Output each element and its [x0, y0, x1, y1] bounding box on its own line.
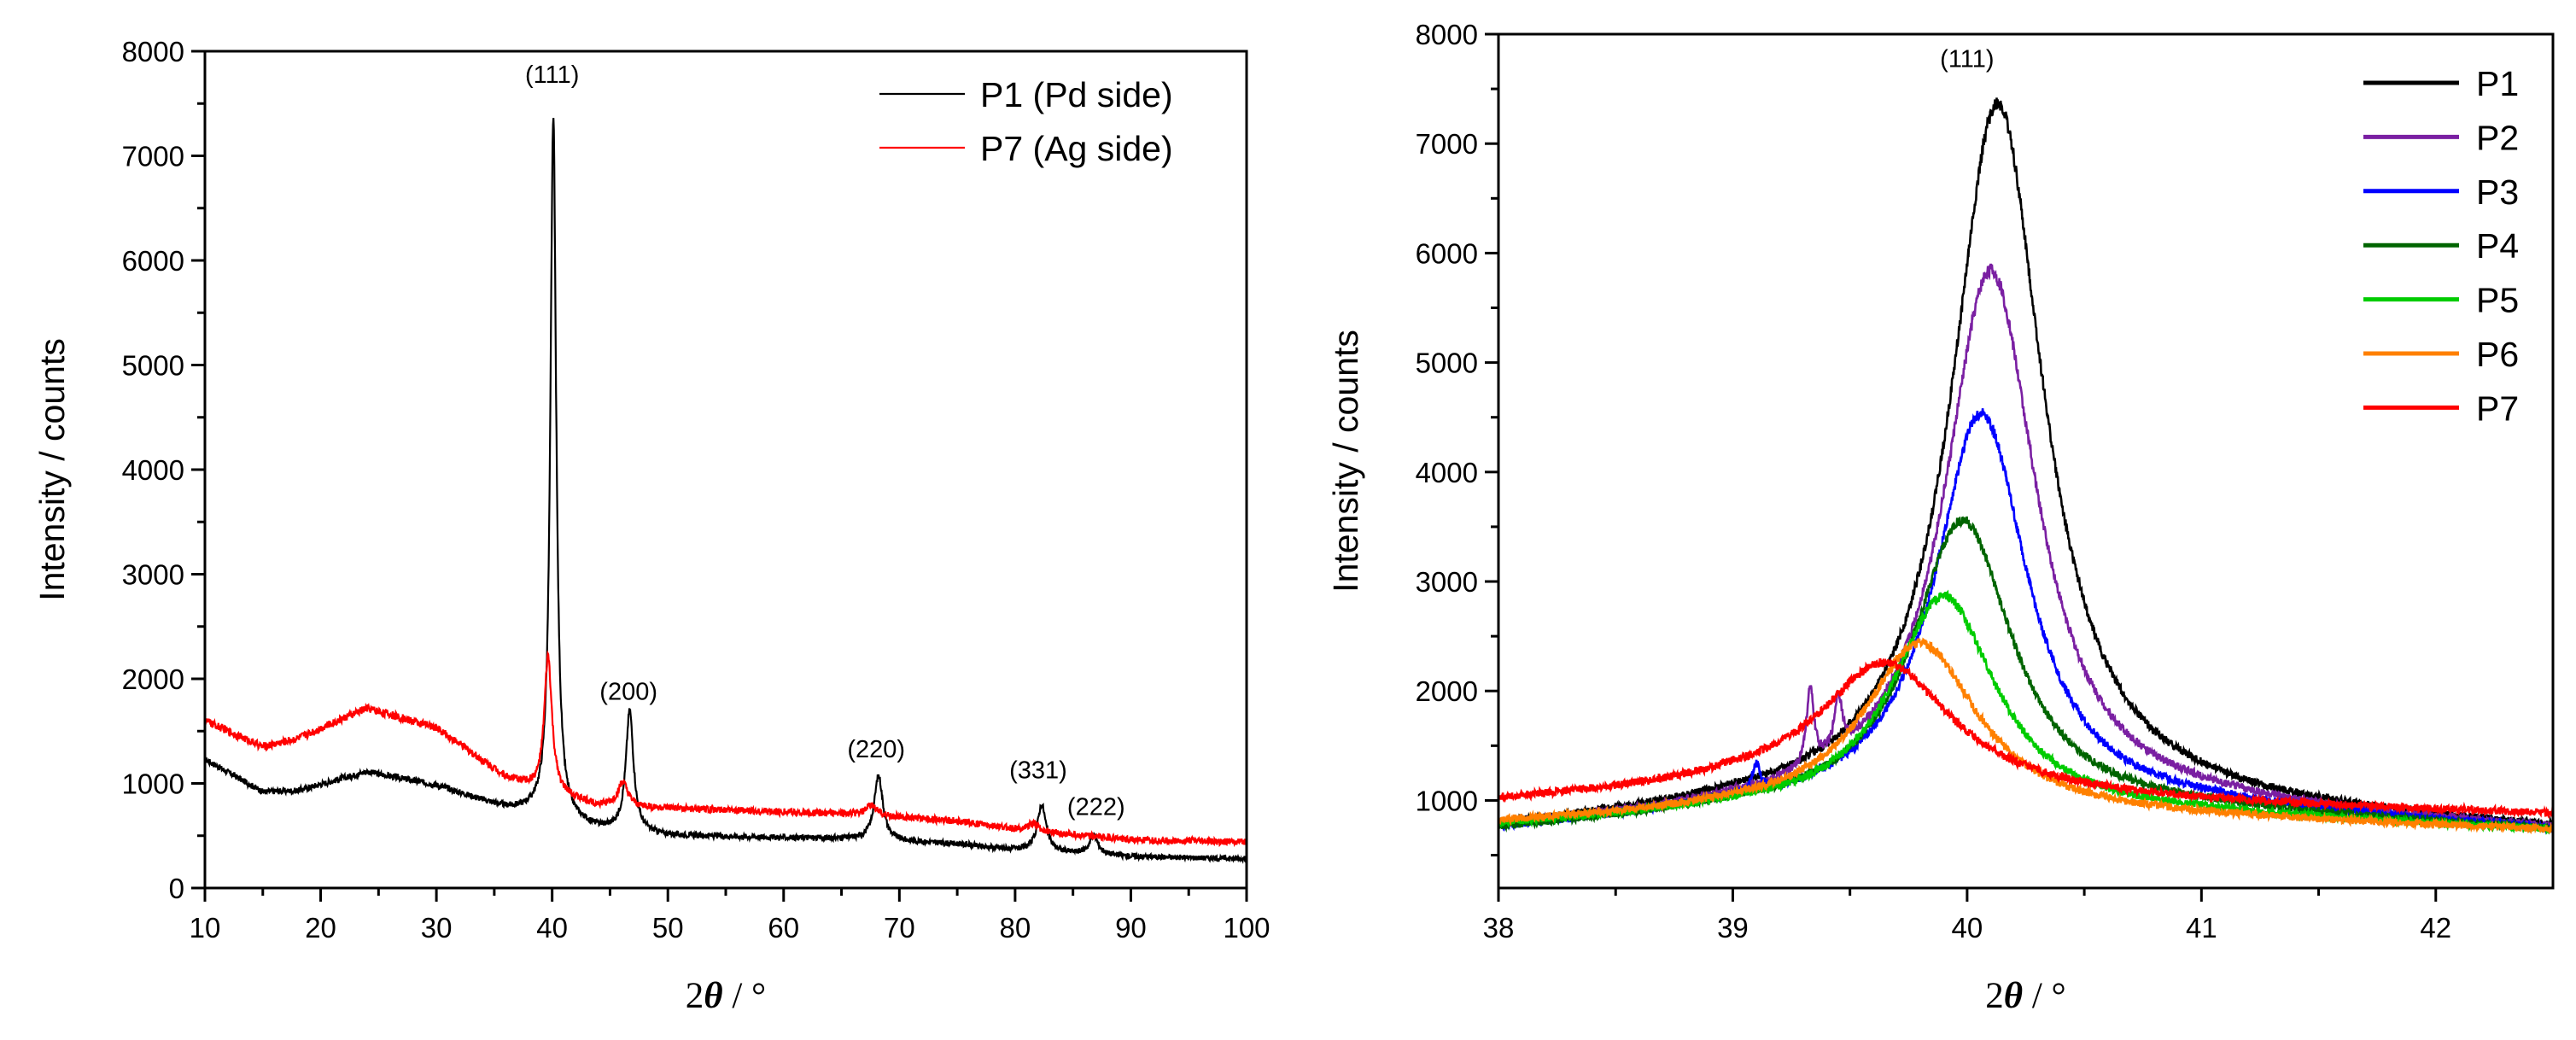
y-tick-label: 3000 — [122, 559, 184, 591]
y-tick-label: 6000 — [122, 245, 184, 277]
x-tick-label: 90 — [1115, 912, 1147, 944]
x-tick-label: 41 — [2186, 912, 2217, 944]
y-axis-title: Intensity / counts — [32, 338, 72, 601]
x-axis-title-prefix: 2 — [686, 976, 704, 1016]
y-tick-label: 8000 — [1416, 19, 1478, 50]
y-tick-label: 1000 — [1416, 785, 1478, 816]
right-xrd-panel: 38 39 40 41 42 1000 2000 3000 4000 5000 6000 7000 80… — [1326, 19, 2555, 1016]
y-tick-label: 3000 — [1416, 566, 1478, 598]
x-tick-label: 38 — [1483, 912, 1515, 944]
y-tick-label: 6000 — [1416, 237, 1478, 269]
peak-label: (111) — [1940, 45, 1994, 73]
legend-label: P7 — [2476, 389, 2519, 428]
x-axis-title-prefix: 2 — [1985, 976, 2004, 1016]
peak-label: (111) — [525, 61, 579, 89]
x-tick-label: 40 — [1952, 912, 1983, 944]
x-tick-label: 10 — [190, 912, 221, 944]
x-tick-label: 100 — [1223, 912, 1270, 944]
x-tick-label: 40 — [536, 912, 568, 944]
y-tick-label: 4000 — [122, 454, 184, 486]
peak-label: (200) — [599, 679, 657, 706]
series-line-p7 — [1498, 657, 2553, 820]
legend-label: P1 (Pd side) — [980, 75, 1173, 114]
y-tick-label: 5000 — [1416, 348, 1478, 379]
y-tick-label: 7000 — [1416, 128, 1478, 160]
x-tick-label: 50 — [652, 912, 684, 944]
x-tick-label: 39 — [1717, 912, 1749, 944]
peak-label: (222) — [1067, 793, 1125, 821]
legend-label: P4 — [2476, 226, 2519, 266]
legend-label: P1 — [2476, 64, 2519, 103]
x-axis-title-theta: θ — [704, 976, 722, 1016]
x-tick-label: 42 — [2420, 912, 2451, 944]
x-tick-label: 20 — [305, 912, 336, 944]
legend-label: P7 (Ag side) — [980, 129, 1173, 168]
legend-label: P2 — [2476, 118, 2519, 157]
y-tick-label: 0 — [169, 873, 184, 904]
peak-label: (220) — [847, 736, 905, 763]
x-tick-label: 80 — [1000, 912, 1031, 944]
legend-label: P5 — [2476, 281, 2519, 320]
y-tick-label: 4000 — [1416, 457, 1478, 488]
y-tick-label: 5000 — [122, 350, 184, 382]
x-axis-title-theta: θ — [2004, 976, 2023, 1016]
series-line-p6 — [1498, 637, 2553, 835]
x-tick-label: 70 — [884, 912, 915, 944]
y-tick-label: 2000 — [122, 663, 184, 695]
x-axis-title: 2θ / ° — [686, 976, 766, 1016]
x-axis-title-suffix: / ° — [2023, 976, 2066, 1016]
y-tick-label: 8000 — [122, 36, 184, 67]
y-tick-label: 1000 — [122, 768, 184, 800]
x-tick-label: 60 — [768, 912, 799, 944]
legend-label: P6 — [2476, 335, 2519, 374]
y-tick-label: 2000 — [1416, 675, 1478, 707]
y-axis-title: Intensity / counts — [1326, 330, 1365, 593]
series-line-p1-pd-side — [205, 118, 1247, 864]
x-axis-title-suffix: / ° — [723, 976, 767, 1016]
x-axis-title: 2θ / ° — [1985, 976, 2065, 1016]
legend-label: P3 — [2476, 172, 2519, 212]
x-tick-label: 30 — [421, 912, 453, 944]
y-tick-label: 7000 — [122, 141, 184, 172]
peak-label: (331) — [1009, 757, 1067, 784]
series-line-p7-ag-side — [205, 650, 1247, 848]
plot-frame — [1497, 32, 2555, 890]
left-xrd-panel: 10 20 30 40 50 60 70 80 90 1000100020003000400050… — [32, 36, 1270, 1016]
